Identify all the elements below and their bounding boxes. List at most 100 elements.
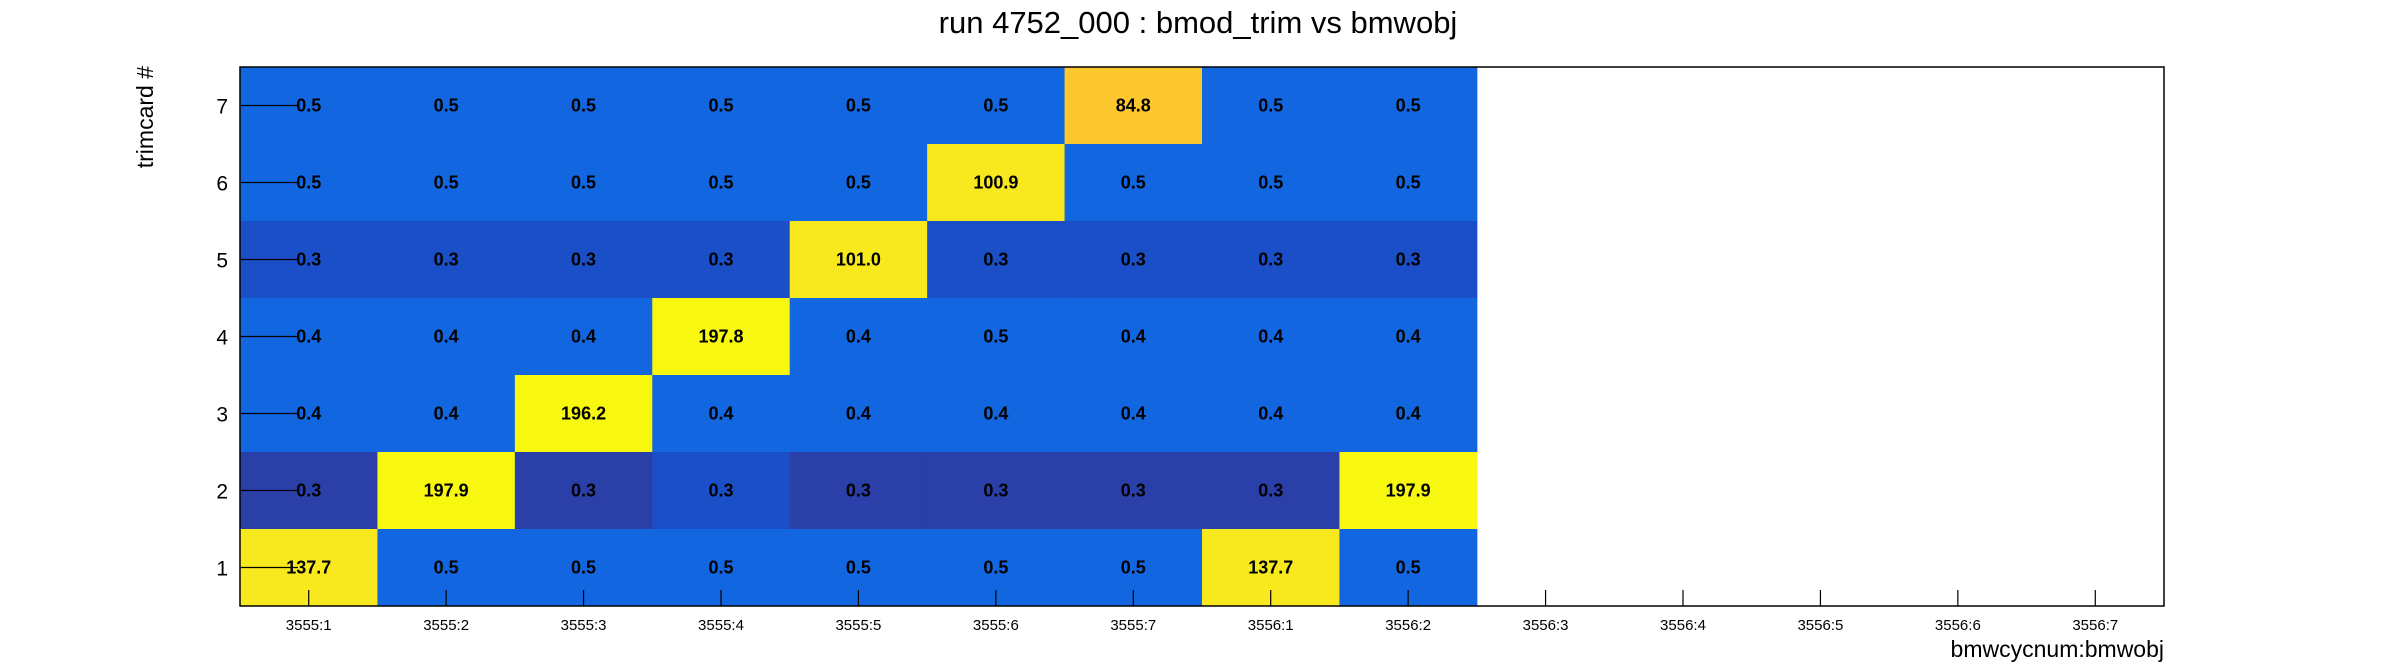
heatmap-cell [789, 67, 928, 145]
heatmap-cell [1202, 67, 1340, 145]
cell-value-label: 0.4 [1121, 327, 1146, 347]
heatmap-cell [514, 452, 653, 530]
cell-value-label: 0.4 [434, 327, 459, 347]
x-axis-ticks: 3555:1 3555:2 3555:3 3555:4 3555:5 3555:6 3555… [286, 590, 2118, 634]
cell-value-label: 0.4 [1396, 327, 1421, 347]
cell-value-label: 0.5 [846, 558, 871, 578]
cell-value-label: 137.7 [1248, 558, 1293, 578]
y-axis-ticks: 1 2 3 4 5 6 7 [216, 96, 298, 581]
cell-value-label: 0.3 [296, 481, 321, 501]
heatmap-cell [1202, 144, 1340, 222]
cell-value-label: 0.5 [571, 558, 596, 578]
x-tick-label: 3556:1 [1248, 617, 1294, 634]
heatmap-cell [1339, 67, 1478, 145]
heatmap-cell [1202, 375, 1340, 453]
cell-value-label: 0.3 [983, 250, 1008, 270]
x-tick-label: 3556:6 [1935, 617, 1981, 634]
heatmap-cell [1339, 375, 1478, 453]
cell-value-label: 197.9 [424, 481, 469, 501]
heatmap-cell [789, 221, 928, 299]
heatmap-cell [927, 221, 1066, 299]
x-tick-label: 3556:5 [1797, 617, 1843, 634]
heatmap-cell [1202, 298, 1340, 376]
heatmap-cell [652, 67, 791, 145]
heatmap-cell [652, 375, 791, 453]
heatmap-cell [652, 452, 791, 530]
x-tick-label: 3555:6 [973, 617, 1019, 634]
cell-value-label: 0.4 [1121, 404, 1146, 424]
heatmap-cell [652, 221, 791, 299]
chart-title: run 4752_000 : bmod_trim vs bmwobj [939, 5, 1458, 40]
cell-labels: 0.5 0.5 0.5 0.5 0.5 0.5 84.8 0.5 0.5 0.5 0.5 0.5 0.5… [286, 96, 1430, 578]
cell-value-label: 0.5 [434, 96, 459, 116]
cell-value-label: 0.5 [708, 96, 733, 116]
x-tick-label: 3555:4 [698, 617, 744, 634]
heatmap-cell [1064, 221, 1203, 299]
cell-value-label: 0.3 [1121, 481, 1146, 501]
cell-value-label: 0.4 [708, 404, 733, 424]
heatmap-cell [1064, 144, 1203, 222]
heatmap-cell [1202, 452, 1340, 530]
heatmap-cell [377, 144, 516, 222]
cell-value-label: 0.5 [1121, 558, 1146, 578]
cell-value-label: 0.5 [983, 96, 1008, 116]
cell-value-label: 0.4 [296, 327, 321, 347]
heatmap-cell [789, 452, 928, 530]
heatmap-cell [377, 67, 516, 145]
cell-value-label: 0.5 [296, 96, 321, 116]
cell-value-label: 0.5 [434, 173, 459, 193]
heatmap-cell [927, 452, 1066, 530]
heatmap-cell [652, 144, 791, 222]
x-tick-label: 3555:1 [286, 617, 332, 634]
cell-value-label: 0.3 [846, 481, 871, 501]
cell-value-label: 101.0 [836, 250, 881, 270]
cell-value-label: 0.4 [1396, 404, 1421, 424]
x-axis-label: bmwcycnum:bmwobj [1951, 636, 2164, 662]
heatmap-cell [1064, 67, 1203, 145]
cell-value-label: 0.5 [1396, 173, 1421, 193]
cell-value-label: 0.5 [846, 96, 871, 116]
heatmap-cells [240, 67, 1478, 607]
cell-value-label: 0.5 [1121, 173, 1146, 193]
cell-value-label: 0.5 [296, 173, 321, 193]
cell-value-label: 0.5 [571, 96, 596, 116]
y-tick-label: 5 [216, 250, 228, 273]
heatmap-cell [514, 144, 653, 222]
heatmap-cell [514, 375, 653, 453]
heatmap-cell [927, 375, 1066, 453]
heatmap-cell [1202, 221, 1340, 299]
x-tick-label: 3556:7 [2072, 617, 2118, 634]
heatmap-cell [927, 298, 1066, 376]
x-tick-label: 3555:3 [561, 617, 607, 634]
heatmap-cell [927, 144, 1066, 222]
cell-value-label: 0.3 [708, 481, 733, 501]
cell-value-label: 0.5 [1258, 96, 1283, 116]
cell-value-label: 197.8 [698, 327, 743, 347]
y-tick-label: 7 [216, 96, 228, 119]
cell-value-label: 0.5 [1258, 173, 1283, 193]
heatmap-cell [514, 298, 653, 376]
cell-value-label: 100.9 [973, 173, 1018, 193]
cell-value-label: 84.8 [1116, 96, 1151, 116]
cell-value-label: 0.5 [708, 173, 733, 193]
cell-value-label: 0.3 [1258, 481, 1283, 501]
cell-value-label: 0.4 [296, 404, 321, 424]
heatmap-cell [514, 67, 653, 145]
y-axis-label: trimcard # [132, 66, 158, 168]
cell-value-label: 0.5 [1396, 96, 1421, 116]
heatmap-cell [927, 67, 1066, 145]
cell-value-label: 0.5 [983, 327, 1008, 347]
cell-value-label: 0.3 [571, 481, 596, 501]
heatmap-cell [789, 144, 928, 222]
heatmap-cell [377, 298, 516, 376]
cell-value-label: 0.3 [1121, 250, 1146, 270]
x-tick-label: 3556:2 [1385, 617, 1431, 634]
cell-value-label: 0.4 [846, 404, 871, 424]
heatmap-cell [1339, 452, 1478, 530]
cell-value-label: 0.4 [1258, 327, 1283, 347]
y-tick-label: 3 [216, 404, 228, 427]
cell-value-label: 0.3 [708, 250, 733, 270]
heatmap-cell [1064, 452, 1203, 530]
cell-value-label: 0.3 [1396, 250, 1421, 270]
